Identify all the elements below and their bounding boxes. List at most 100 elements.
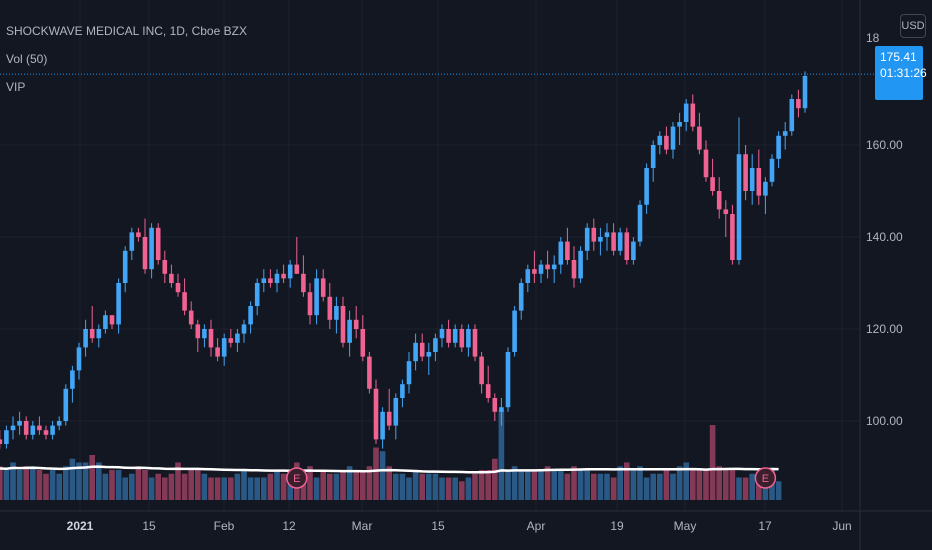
candle-body	[76, 347, 82, 371]
candle-body	[545, 264, 550, 270]
x-tick-label: May	[674, 519, 697, 533]
volume-bar	[188, 470, 194, 500]
candle-body	[730, 214, 735, 260]
candle-body	[736, 154, 742, 260]
vip-indicator-label[interactable]: VIP	[6, 80, 26, 94]
volume-bar	[650, 473, 656, 500]
earnings-marker[interactable]	[286, 467, 308, 489]
volume-bar	[76, 462, 82, 500]
volume-bar	[558, 470, 564, 500]
volume-bar	[412, 470, 419, 500]
candle-body	[782, 131, 788, 136]
volume-bar	[690, 470, 696, 500]
volume-bar	[775, 481, 782, 500]
candle-body	[459, 329, 465, 348]
x-axis-ticks: 2021 15 Feb 12 Mar 15 Apr 19 May 17 Jun	[67, 519, 852, 533]
candle-body	[426, 352, 432, 357]
volume-bar	[386, 466, 392, 500]
volume-bar	[36, 470, 43, 500]
candle-body	[466, 329, 471, 348]
candle-body	[37, 425, 42, 431]
candle-body	[360, 329, 366, 357]
volume-bar	[340, 470, 346, 500]
volume-indicator-label[interactable]: Vol (50)	[6, 52, 48, 66]
y-tick-label: 140.00	[866, 230, 903, 244]
candle-body	[307, 292, 313, 316]
volume-bar	[531, 470, 538, 500]
candle-body	[710, 177, 715, 191]
candle-body	[70, 370, 75, 389]
x-tick-label: 19	[610, 519, 624, 533]
candle-body	[268, 278, 273, 283]
candle-body	[419, 342, 425, 357]
candle-body	[617, 232, 623, 251]
volume-bar	[313, 477, 320, 500]
volume-bar	[201, 473, 208, 500]
candle-body	[532, 269, 537, 274]
volume-bar	[663, 470, 670, 500]
symbol-title[interactable]: SHOCKWAVE MEDICAL INC, 1D, Cboe BZX	[6, 24, 247, 38]
volume-bar	[135, 466, 142, 500]
volume-bar	[155, 473, 161, 500]
candle-body	[789, 99, 795, 132]
candle-body	[10, 425, 16, 431]
volume-bar	[683, 462, 689, 500]
candle-body	[50, 425, 55, 435]
volume-ma-line	[0, 465, 779, 474]
candle-body	[584, 227, 590, 251]
candle-body	[386, 411, 392, 426]
candle-body	[664, 135, 669, 150]
earnings-marker[interactable]	[754, 467, 777, 489]
volume-bar	[234, 473, 241, 500]
volume-bar	[214, 477, 221, 500]
volume-bar	[162, 477, 168, 500]
volume-bar	[63, 466, 69, 500]
candle-body	[122, 250, 128, 283]
volume-bar	[23, 466, 29, 500]
candle-body	[175, 283, 181, 293]
candle-body	[228, 338, 234, 343]
volume-bar	[676, 466, 683, 500]
volume-bar	[419, 473, 425, 500]
volume-bar	[597, 473, 604, 500]
candle-body	[690, 103, 696, 127]
volume-bar	[478, 470, 485, 500]
candle-body	[393, 398, 399, 426]
volume-bar	[657, 473, 663, 500]
volume-bar	[142, 470, 148, 500]
candle-body	[657, 135, 663, 145]
volume-bar	[274, 470, 280, 500]
candle-body	[499, 407, 504, 412]
volume-bar	[610, 477, 617, 500]
volume-bar	[122, 477, 128, 500]
volume-bar	[320, 470, 326, 500]
candle-body	[703, 149, 709, 178]
volume-bar	[703, 470, 709, 500]
candle-body	[136, 232, 141, 237]
candle-body	[30, 425, 36, 435]
volume-bar	[360, 470, 366, 500]
candle-body	[439, 329, 445, 339]
price-axis-partial-label: 18	[866, 31, 880, 45]
volume-bar	[564, 473, 571, 500]
candle-body	[518, 283, 524, 311]
candle-body	[716, 191, 722, 210]
volume-bar	[544, 466, 551, 500]
x-tick-label: 15	[431, 519, 445, 533]
volume-bar	[247, 477, 254, 500]
volume-bar	[181, 473, 188, 500]
volume-bar	[69, 458, 76, 500]
volume-bar	[261, 477, 267, 500]
volume-bar	[373, 447, 379, 500]
candle-body	[723, 209, 729, 214]
candle-body	[4, 430, 9, 444]
currency-button[interactable]: USD	[900, 14, 926, 38]
candle-body	[334, 306, 339, 320]
candle-body	[17, 421, 22, 426]
volume-bar	[0, 466, 3, 500]
candle-body	[472, 329, 478, 357]
candle-body	[0, 439, 3, 444]
volume-bar	[366, 466, 373, 500]
